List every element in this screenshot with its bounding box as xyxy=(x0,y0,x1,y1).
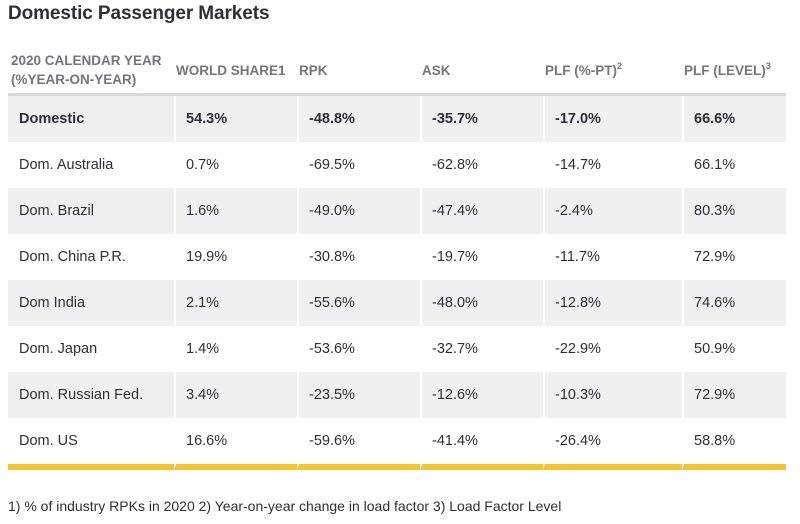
plf-level-cell: 50.9% xyxy=(682,326,786,372)
market-name-cell: Dom. Russian Fed. xyxy=(8,372,174,418)
plf-level-cell: 72.9% xyxy=(682,372,786,418)
market-name-cell: Dom India xyxy=(8,280,174,326)
table-row: Dom. Australia 0.7% -69.5% -62.8% -14.7%… xyxy=(8,142,786,188)
column-header-label: WORLD SHARE1 xyxy=(176,62,286,78)
ask-cell: -35.7% xyxy=(420,96,543,142)
footnote-marker: 2 xyxy=(617,60,623,71)
world-share-cell: 3.4% xyxy=(174,372,297,418)
plf-level-cell: 72.9% xyxy=(682,234,786,280)
column-header-label: PLF (LEVEL) xyxy=(684,62,766,78)
rpk-cell: -48.8% xyxy=(297,96,420,142)
column-header-label: PLF (%-PT) xyxy=(545,62,617,78)
ask-cell: -62.8% xyxy=(420,142,543,188)
plf-level-cell: 66.1% xyxy=(682,142,786,188)
footnote-marker: 3 xyxy=(765,60,771,71)
ask-cell: -32.7% xyxy=(420,326,543,372)
world-share-cell: 1.6% xyxy=(174,188,297,234)
plf-pt-cell: -17.0% xyxy=(543,96,682,142)
rpk-cell: -49.0% xyxy=(297,188,420,234)
ask-cell: -48.0% xyxy=(420,280,543,326)
column-header-label: ASK xyxy=(422,62,451,78)
plf-level-cell: 58.8% xyxy=(682,418,786,470)
world-share-cell: 19.9% xyxy=(174,234,297,280)
column-header-rpk: RPK xyxy=(297,47,420,96)
markets-table: 2020 CALENDAR YEAR (%YEAR-ON-YEAR) WORLD … xyxy=(8,47,786,470)
column-header-line: 2020 CALENDAR YEAR xyxy=(11,53,162,68)
plf-pt-cell: -14.7% xyxy=(543,142,682,188)
plf-pt-cell: -10.3% xyxy=(543,372,682,418)
world-share-cell: 16.6% xyxy=(174,418,297,470)
rpk-cell: -69.5% xyxy=(297,142,420,188)
table-row: Dom. Russian Fed. 3.4% -23.5% -12.6% -10… xyxy=(8,372,786,418)
column-header-label: RPK xyxy=(299,62,328,78)
rpk-cell: -55.6% xyxy=(297,280,420,326)
ask-cell: -12.6% xyxy=(420,372,543,418)
table-row: Dom. US 16.6% -59.6% -41.4% -26.4% 58.8% xyxy=(8,418,786,470)
table-footnote: 1) % of industry RPKs in 2020 2) Year-on… xyxy=(8,498,562,514)
column-header-plf-pt: PLF (%-PT)2 xyxy=(543,47,682,96)
column-header-world-share: WORLD SHARE1 xyxy=(174,47,297,96)
plf-pt-cell: -11.7% xyxy=(543,234,682,280)
world-share-cell: 1.4% xyxy=(174,326,297,372)
plf-level-cell: 80.3% xyxy=(682,188,786,234)
plf-pt-cell: -12.8% xyxy=(543,280,682,326)
plf-pt-cell: -22.9% xyxy=(543,326,682,372)
rpk-cell: -59.6% xyxy=(297,418,420,470)
market-name-cell: Dom. China P.R. xyxy=(19,249,126,265)
table-row-total: Domestic 54.3% -48.8% -35.7% -17.0% 66.6… xyxy=(8,96,786,142)
market-name-cell: Dom. Australia xyxy=(19,157,114,173)
table-row: Dom India 2.1% -55.6% -48.0% -12.8% 74.6… xyxy=(8,280,786,326)
ask-cell: -19.7% xyxy=(420,234,543,280)
rpk-cell: -23.5% xyxy=(297,372,420,418)
ask-cell: -47.4% xyxy=(420,188,543,234)
world-share-cell: 0.7% xyxy=(174,142,297,188)
market-name-cell: Domestic xyxy=(8,96,174,142)
page-title: Domestic Passenger Markets xyxy=(8,3,270,24)
market-name-cell: Dom. Japan xyxy=(19,341,98,357)
column-header-ask: ASK xyxy=(420,47,543,96)
table-row: Dom. Japan 1.4% -53.6% -32.7% -22.9% 50.… xyxy=(8,326,786,372)
rpk-cell: -30.8% xyxy=(297,234,420,280)
table-header-row: 2020 CALENDAR YEAR (%YEAR-ON-YEAR) WORLD … xyxy=(8,47,786,96)
world-share-cell: 2.1% xyxy=(174,280,297,326)
plf-pt-cell: -2.4% xyxy=(543,188,682,234)
plf-level-cell: 66.6% xyxy=(682,96,786,142)
ask-cell: -41.4% xyxy=(420,418,543,470)
market-name-cell: Dom. US xyxy=(8,418,174,470)
table-row: Dom. Brazil 1.6% -49.0% -47.4% -2.4% 80.… xyxy=(8,188,786,234)
table-row: Dom. China P.R. 19.9% -30.8% -19.7% -11.… xyxy=(8,234,786,280)
rpk-cell: -53.6% xyxy=(297,326,420,372)
world-share-cell: 54.3% xyxy=(174,96,297,142)
column-header-plf-level: PLF (LEVEL)3 xyxy=(682,47,786,96)
plf-pt-cell: -26.4% xyxy=(543,418,682,470)
column-header-line: (%YEAR-ON-YEAR) xyxy=(11,72,137,87)
column-header-calendar-year: 2020 CALENDAR YEAR (%YEAR-ON-YEAR) xyxy=(8,47,174,96)
plf-level-cell: 74.6% xyxy=(682,280,786,326)
market-name-cell: Dom. Brazil xyxy=(8,188,174,234)
